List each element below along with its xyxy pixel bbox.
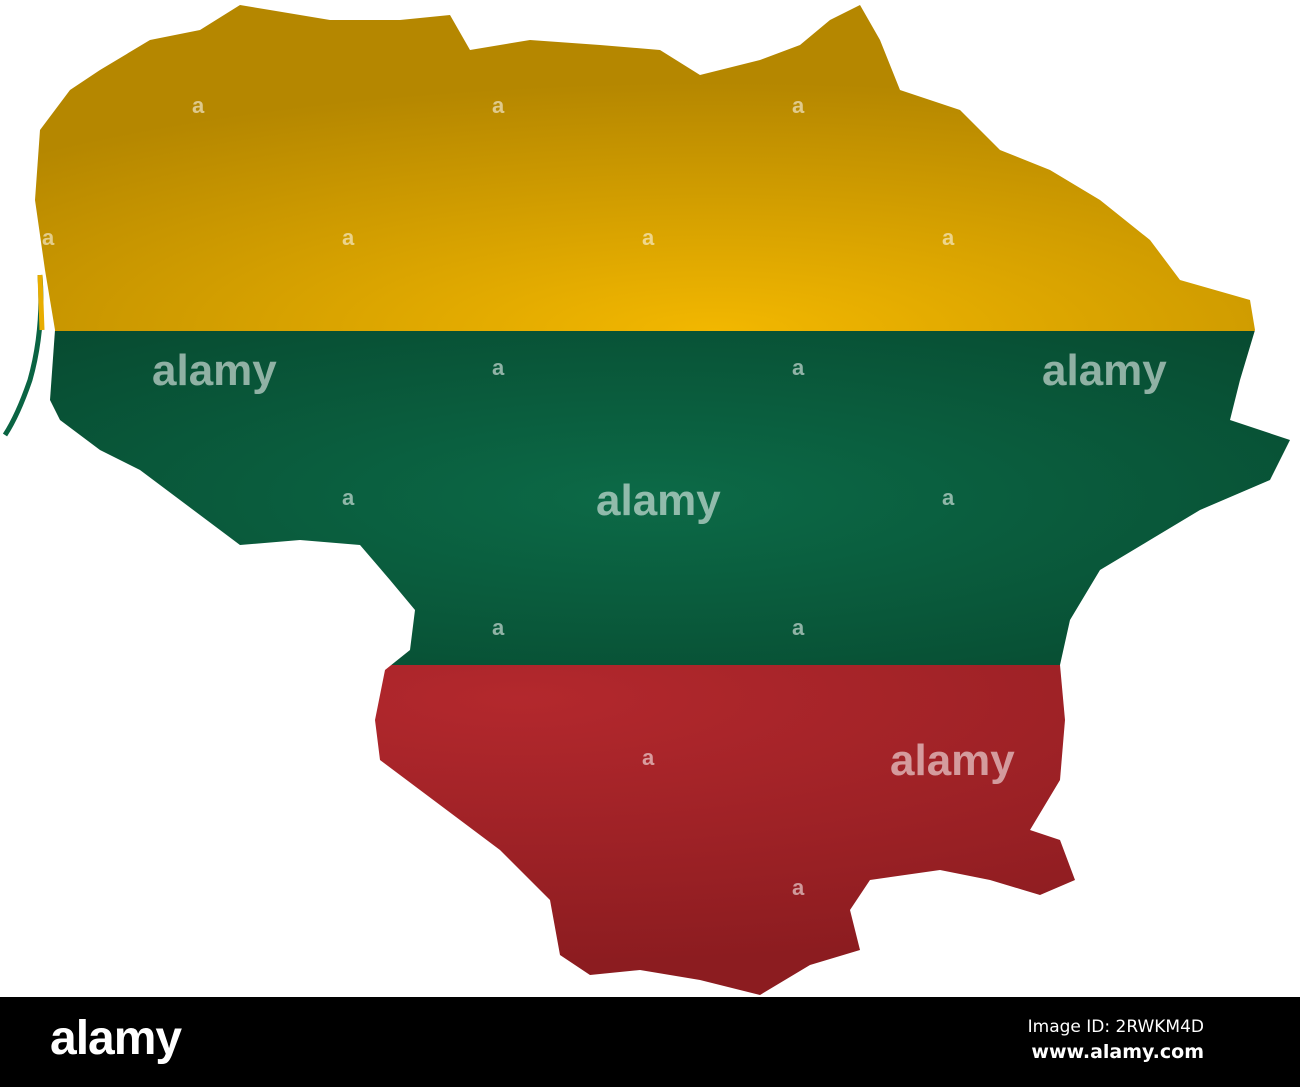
svg-text:a: a — [42, 225, 55, 250]
site-url: www.alamy.com — [1031, 1041, 1204, 1063]
lithuania-flag-map: alamy alamy alamy alamy a a a a a a a a … — [2, 5, 1290, 995]
svg-text:a: a — [492, 615, 505, 640]
curonian-spit — [2, 274, 44, 437]
watermark: alamy alamy alamy alamy a a a a a a a a … — [42, 93, 1255, 900]
svg-text:a: a — [792, 875, 805, 900]
svg-text:a: a — [1242, 485, 1255, 510]
svg-text:a: a — [192, 93, 205, 118]
svg-text:alamy: alamy — [152, 346, 277, 395]
flag-stripe-red — [35, 665, 1290, 995]
footer-bar: alamy Image ID: 2RWKM4D www.alamy.com — [0, 997, 1300, 1087]
svg-text:alamy: alamy — [1042, 346, 1167, 395]
svg-text:a: a — [792, 355, 805, 380]
svg-text:a: a — [492, 355, 505, 380]
svg-text:a: a — [942, 225, 955, 250]
svg-text:a: a — [642, 745, 655, 770]
svg-text:a: a — [792, 93, 805, 118]
svg-text:a: a — [342, 225, 355, 250]
svg-text:a: a — [792, 615, 805, 640]
flag-stripe-yellow — [35, 5, 1290, 331]
svg-text:a: a — [342, 485, 355, 510]
svg-text:a: a — [492, 93, 505, 118]
svg-text:alamy: alamy — [890, 736, 1015, 785]
alamy-logo: alamy — [50, 1012, 182, 1065]
image-id: Image ID: 2RWKM4D — [1027, 1017, 1204, 1037]
svg-text:a: a — [942, 485, 955, 510]
svg-text:a: a — [642, 225, 655, 250]
svg-text:alamy: alamy — [596, 476, 721, 525]
